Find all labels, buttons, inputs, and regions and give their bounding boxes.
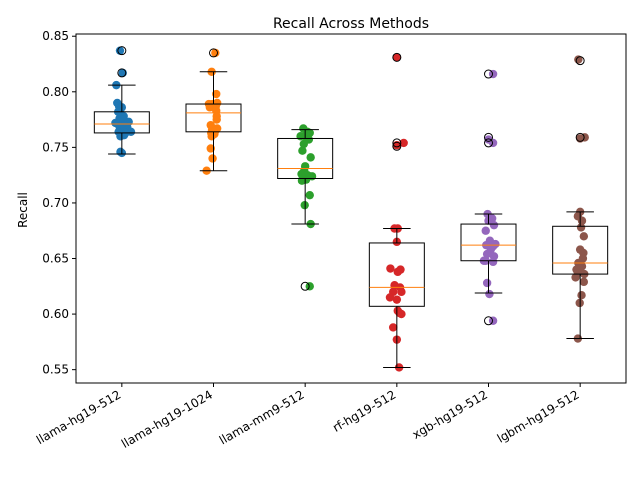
data-point xyxy=(488,257,498,267)
chart-title: Recall Across Methods xyxy=(273,16,429,32)
data-point xyxy=(388,323,398,332)
data-point xyxy=(305,282,314,291)
outlier-marker xyxy=(392,141,402,151)
data-point xyxy=(488,69,498,79)
data-point xyxy=(211,48,220,58)
y-tick-label: 0.65 xyxy=(42,252,69,266)
outlier-marker xyxy=(392,52,402,62)
data-point xyxy=(393,267,402,277)
data-point xyxy=(118,68,127,78)
y-tick-label: 0.60 xyxy=(42,307,69,321)
data-point xyxy=(482,278,492,288)
outlier-marker xyxy=(392,138,402,148)
data-point xyxy=(207,132,216,141)
data-point xyxy=(392,295,402,304)
data-point xyxy=(385,293,395,302)
y-tick-label: 0.55 xyxy=(42,363,69,377)
outlier-marker xyxy=(117,68,127,78)
y-tick-label: 0.70 xyxy=(42,196,69,210)
data-point xyxy=(305,190,314,200)
outlier-marker xyxy=(209,48,218,58)
data-point xyxy=(206,144,215,153)
outlier-marker xyxy=(484,138,493,148)
data-point xyxy=(488,316,498,325)
data-point xyxy=(205,103,215,112)
outlier-marker xyxy=(575,56,585,66)
data-point xyxy=(298,146,307,155)
outlier-marker xyxy=(575,132,585,142)
data-point xyxy=(571,273,580,282)
data-point xyxy=(576,223,586,232)
outlier-marker xyxy=(484,69,493,79)
data-point xyxy=(303,127,312,137)
data-point xyxy=(579,232,589,241)
data-point xyxy=(306,153,315,162)
outlier-marker xyxy=(117,46,127,56)
data-point xyxy=(399,138,408,148)
data-point xyxy=(299,139,308,149)
data-point xyxy=(397,287,406,297)
outlier-marker xyxy=(484,132,493,142)
data-point xyxy=(208,154,217,163)
data-point xyxy=(212,115,221,124)
data-point xyxy=(489,220,499,230)
y-axis-title: Recall xyxy=(16,192,30,228)
data-point xyxy=(488,138,498,148)
data-point xyxy=(386,264,395,273)
data-point xyxy=(485,289,494,299)
data-point xyxy=(579,277,589,287)
data-point xyxy=(482,249,492,259)
data-point xyxy=(481,226,490,235)
data-point xyxy=(116,132,125,141)
y-tick-label: 0.80 xyxy=(42,85,69,99)
outlier-marker xyxy=(300,281,310,291)
plot-frame xyxy=(75,33,627,384)
outlier-marker xyxy=(484,316,493,326)
data-point xyxy=(392,53,402,62)
y-tick-label: 0.85 xyxy=(42,29,69,43)
data-point xyxy=(212,89,221,99)
y-tick-label: 0.75 xyxy=(42,140,69,154)
data-point xyxy=(577,290,586,300)
data-point xyxy=(397,309,406,319)
data-point xyxy=(115,46,125,55)
